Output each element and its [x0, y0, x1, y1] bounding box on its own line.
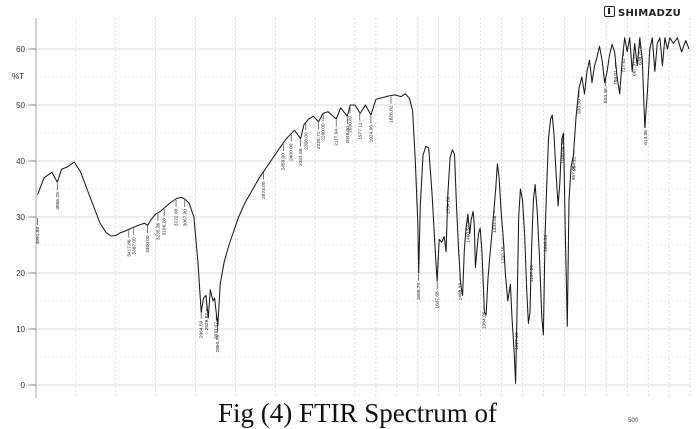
peak-label: 3866.20 [55, 192, 61, 210]
spectrum-line [37, 37, 690, 384]
peak-label: 2341.58 [298, 148, 304, 166]
peak-label: 638.75 [638, 50, 644, 65]
peak-label: 2860.79 [215, 335, 221, 353]
peak-label: 2048.00 [345, 126, 351, 144]
y-tick-label: 0 [21, 381, 26, 390]
peak-label: 957.06 [571, 165, 577, 180]
chart-grid [35, 18, 691, 398]
peak-label: 2117.94 [334, 129, 340, 146]
peak-label: 1607.68 [435, 291, 441, 309]
y-tick-label: 10 [16, 325, 25, 334]
peak-label: 1695.79 [416, 283, 422, 301]
peak-label: 2573.00 [261, 181, 267, 199]
y-tick-label: 30 [16, 213, 25, 222]
peak-label: 717.52 [621, 58, 627, 73]
y-tick-label: 50 [16, 101, 25, 110]
peak-label: 2964.59 [199, 320, 205, 338]
peak-label: 3387.00 [131, 237, 137, 255]
peak-label: 2929.87 [204, 313, 210, 331]
peak-labels: 3991.88 3866.20 3417.86 3387.00 3300.00 3235.… [35, 41, 649, 352]
peak-label: 3235.36 [155, 223, 161, 241]
y-tick-label: 40 [16, 157, 25, 166]
peak-label: 2400.00 [289, 143, 295, 161]
x-axis-corner-tick: 500 [628, 418, 639, 424]
peak-label: 3417.86 [126, 239, 132, 257]
peak-label: 1227.45 [514, 332, 520, 350]
peak-label: 1828.02 [389, 105, 395, 123]
brand-header: SHIMADZU [604, 6, 681, 19]
figure-caption: Fig (4) FTIR Spectrum of [218, 398, 497, 428]
peak-label: 2450.00 [281, 153, 287, 171]
y-axis-unit-label: %T [12, 72, 24, 81]
peak-label: 1924.06 [368, 125, 374, 143]
peak-label: 3122.00 [174, 208, 180, 226]
peak-label: 3991.88 [35, 227, 41, 245]
peak-label: 1292.15 [501, 246, 507, 264]
y-axis: 0 10 20 30 40 50 60 [16, 45, 36, 390]
peak-label: 2308.00 [303, 132, 309, 150]
brand-label: SHIMADZU [618, 8, 682, 19]
peak-label: 3196.28 [162, 218, 168, 236]
peak-label: 1157.20 [529, 265, 535, 282]
peak-label: 1460.52 [465, 225, 471, 243]
peak-label: 1008.84 [560, 146, 566, 164]
peak-label: 2229.71 [316, 131, 322, 149]
peak-label: 2030.87 [348, 115, 354, 133]
peak-label: 803.38 [603, 88, 609, 103]
peak-label: 756.01 [613, 70, 619, 85]
peak-label: 1498.33 [458, 283, 464, 301]
peak-label: 1554.63 [446, 196, 452, 214]
peak-label: 1977.11 [357, 122, 363, 139]
y-tick-label: 60 [16, 45, 25, 54]
peak-label: 1384.05 [481, 311, 487, 329]
peak-label: 1090.56 [543, 234, 549, 252]
peak-label: 1334.58 [492, 215, 498, 233]
peak-label: 613.36 [643, 130, 649, 145]
y-tick-label: 20 [16, 269, 25, 278]
peak-label: 667.37 [632, 61, 638, 76]
shimadzu-logo-icon [604, 6, 615, 17]
peak-label: 954.11 [571, 156, 577, 171]
peak-label: 930.50 [576, 99, 582, 114]
peak-label: 3067.00 [182, 209, 188, 227]
peak-label: 2870.07 [214, 322, 220, 340]
peak-label: 3300.00 [145, 235, 151, 253]
peak-label: 2200.00 [321, 123, 327, 141]
